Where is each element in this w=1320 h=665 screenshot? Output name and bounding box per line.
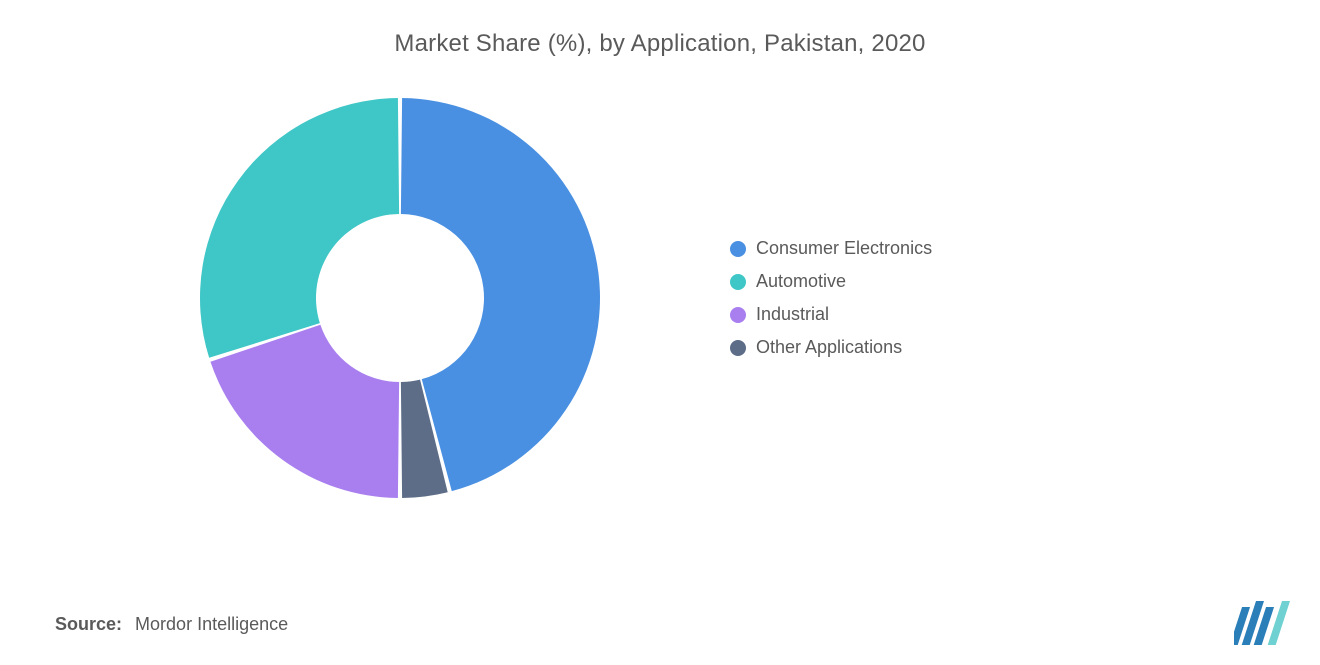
legend-swatch — [730, 241, 746, 257]
legend-swatch — [730, 340, 746, 356]
legend-item: Other Applications — [730, 337, 932, 358]
legend-swatch — [730, 274, 746, 290]
donut-slice — [210, 325, 399, 498]
legend-item: Consumer Electronics — [730, 238, 932, 259]
mordor-logo-icon — [1234, 601, 1290, 645]
legend-swatch — [730, 307, 746, 323]
legend-label: Consumer Electronics — [756, 238, 932, 259]
source-value: Mordor Intelligence — [135, 614, 288, 634]
chart-title: Market Share (%), by Application, Pakist… — [0, 0, 1320, 58]
legend-label: Industrial — [756, 304, 829, 325]
legend-label: Other Applications — [756, 337, 902, 358]
legend-label: Automotive — [756, 271, 846, 292]
source-label: Source: — [55, 614, 122, 634]
chart-body: Consumer Electronics Automotive Industrial… — [0, 58, 1320, 498]
legend-item: Automotive — [730, 271, 932, 292]
donut-chart — [200, 98, 600, 498]
legend-item: Industrial — [730, 304, 932, 325]
donut-slice — [200, 98, 399, 358]
chart-legend: Consumer Electronics Automotive Industrial… — [730, 238, 932, 358]
source-attribution: Source: Mordor Intelligence — [55, 614, 288, 635]
